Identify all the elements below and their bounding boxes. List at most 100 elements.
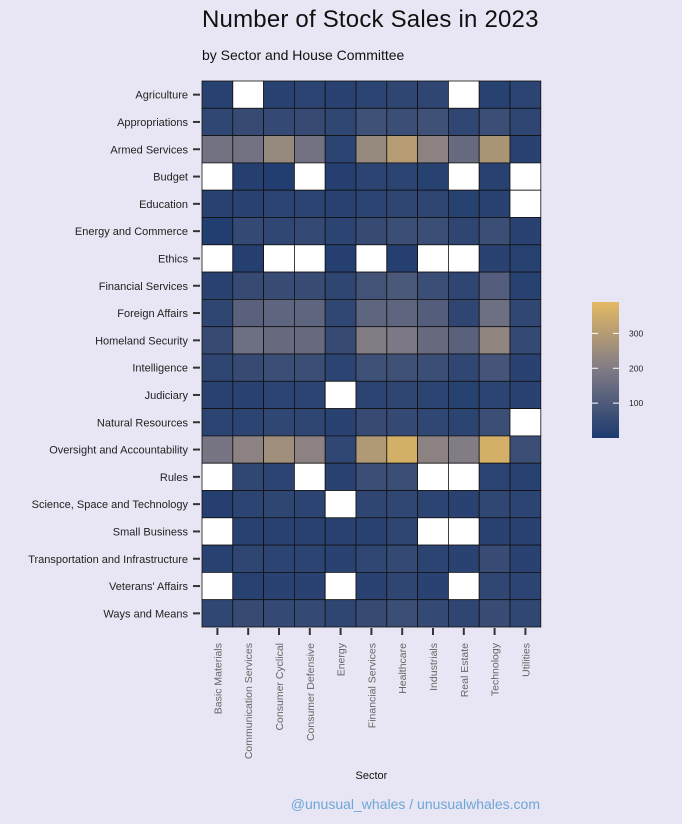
heatmap-cell bbox=[509, 271, 542, 300]
x-tick-label: Healthcare bbox=[397, 643, 409, 694]
heatmap-cell bbox=[447, 462, 480, 491]
heatmap-cell bbox=[263, 271, 295, 300]
credit-text[interactable]: @unusual_whales / unusualwhales.com bbox=[290, 796, 540, 812]
y-tick-label: Transportation and Infrastructure bbox=[28, 554, 188, 566]
heatmap-cell bbox=[509, 517, 542, 546]
x-tick-label: Consumer Defensive bbox=[305, 643, 317, 741]
x-tick-label: Energy bbox=[336, 642, 348, 676]
heatmap-cell bbox=[324, 217, 357, 246]
heatmap-cell bbox=[201, 599, 234, 628]
heatmap-cell bbox=[201, 517, 234, 546]
heatmap-cell bbox=[293, 135, 326, 164]
heatmap-cell bbox=[232, 572, 265, 601]
heatmap-cell bbox=[201, 435, 234, 464]
y-tick-label: Education bbox=[139, 199, 188, 211]
heatmap-cell bbox=[293, 408, 326, 437]
heatmap-cell bbox=[417, 353, 449, 382]
heatmap-cell bbox=[447, 544, 480, 573]
heatmap-cell bbox=[509, 435, 542, 464]
heatmap-cell bbox=[386, 435, 418, 464]
heatmap-cell bbox=[232, 244, 265, 273]
heatmap-cell bbox=[417, 435, 449, 464]
heatmap-cell bbox=[509, 217, 542, 246]
heatmap-cell bbox=[417, 135, 449, 164]
heatmap-cell bbox=[201, 572, 234, 601]
x-tick-label: Basic Materials bbox=[212, 643, 224, 714]
heatmap-cell bbox=[386, 135, 418, 164]
heatmap-cell bbox=[447, 599, 480, 628]
heatmap-cell bbox=[263, 490, 295, 519]
heatmap-cell bbox=[232, 490, 265, 519]
colorbar-tick-label: 100 bbox=[629, 398, 643, 408]
heatmap-cell bbox=[324, 107, 357, 137]
heatmap-cell bbox=[201, 162, 234, 191]
heatmap-cell bbox=[324, 189, 357, 218]
x-tick-label: Consumer Cyclical bbox=[274, 643, 286, 731]
heatmap-cell bbox=[478, 298, 511, 328]
heatmap-cell bbox=[355, 599, 388, 628]
heatmap-cell bbox=[447, 572, 480, 601]
colorbar-legend: 100 200 300 bbox=[592, 302, 643, 438]
heatmap-cell bbox=[447, 135, 480, 164]
heatmap-cell bbox=[355, 353, 388, 382]
heatmap-cell bbox=[293, 544, 326, 573]
heatmap-cell bbox=[263, 135, 295, 164]
heatmap-cell bbox=[417, 217, 449, 246]
y-tick-label: Intelligence bbox=[132, 363, 188, 375]
heatmap-cell bbox=[201, 80, 234, 109]
heatmap-cell bbox=[293, 380, 326, 409]
heatmap-cell bbox=[263, 326, 295, 355]
heatmap-cell bbox=[417, 490, 449, 519]
y-tick-label: Ethics bbox=[158, 253, 188, 265]
y-tick-label: Oversight and Accountability bbox=[49, 445, 188, 457]
heatmap-cell bbox=[509, 326, 542, 355]
heatmap-cell bbox=[417, 298, 449, 328]
heatmap-cell bbox=[324, 80, 357, 109]
heatmap-cell bbox=[386, 380, 418, 409]
y-tick-label: Veterans' Affairs bbox=[109, 581, 188, 593]
heatmap-cell bbox=[447, 217, 480, 246]
heatmap-cell bbox=[509, 162, 542, 191]
heatmap-cell bbox=[509, 380, 542, 409]
heatmap-cell bbox=[478, 599, 511, 628]
heatmap-cell bbox=[355, 162, 388, 191]
heatmap-cell bbox=[509, 353, 542, 382]
heatmap-cell bbox=[509, 490, 542, 519]
heatmap-cell bbox=[386, 80, 418, 109]
heatmap-cell bbox=[447, 80, 480, 109]
heatmap-cell bbox=[324, 380, 357, 409]
heatmap-cell bbox=[478, 271, 511, 300]
heatmap-cell bbox=[293, 162, 326, 191]
heatmap-cell bbox=[293, 572, 326, 601]
heatmap-cell bbox=[509, 189, 542, 218]
heatmap-cell bbox=[478, 162, 511, 191]
heatmap-cell bbox=[417, 380, 449, 409]
heatmap-cell bbox=[355, 80, 388, 109]
heatmap-cell bbox=[232, 80, 265, 109]
heatmap-cell bbox=[201, 189, 234, 218]
heatmap-cell bbox=[417, 107, 449, 137]
heatmap-cell bbox=[324, 435, 357, 464]
heatmap-cell bbox=[447, 298, 480, 328]
heatmap-cell bbox=[417, 189, 449, 218]
heatmap-cell bbox=[324, 353, 357, 382]
heatmap-cell bbox=[232, 462, 265, 491]
heatmap-cell bbox=[509, 462, 542, 491]
heatmap-cell bbox=[232, 517, 265, 546]
heatmap-cell bbox=[263, 189, 295, 218]
y-tick-label: Natural Resources bbox=[97, 417, 189, 429]
heatmap-cell bbox=[324, 490, 357, 519]
heatmap-cell bbox=[324, 599, 357, 628]
heatmap-cell bbox=[355, 408, 388, 437]
heatmap-cell bbox=[263, 162, 295, 191]
heatmap-cell bbox=[417, 326, 449, 355]
heatmap-cell bbox=[478, 135, 511, 164]
heatmap-cell bbox=[386, 271, 418, 300]
y-tick-label: Agriculture bbox=[135, 90, 188, 102]
heatmap-cell bbox=[293, 298, 326, 328]
heatmap-cell bbox=[478, 80, 511, 109]
y-tick-label: Rules bbox=[160, 472, 189, 484]
heatmap-cell bbox=[478, 353, 511, 382]
heatmap-cell bbox=[293, 517, 326, 546]
heatmap-cell bbox=[324, 244, 357, 273]
